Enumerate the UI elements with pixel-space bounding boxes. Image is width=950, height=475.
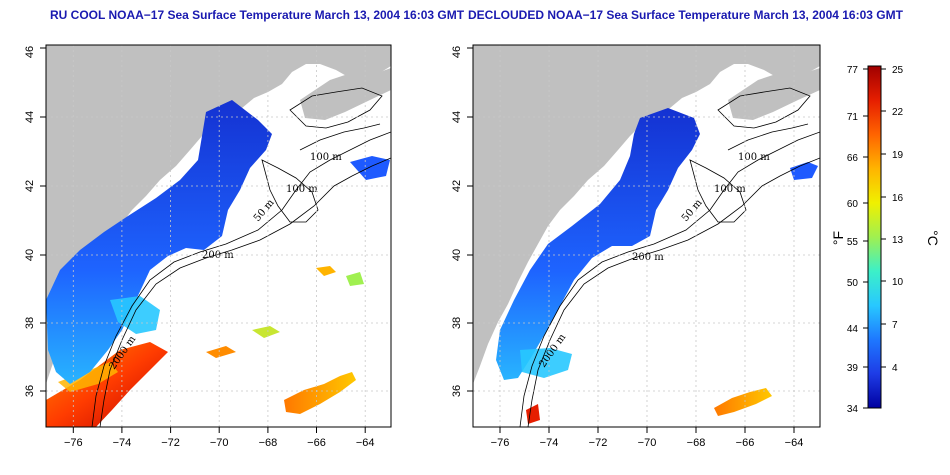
left-grid — [46, 45, 391, 427]
colorbar-f-label: 55 — [847, 237, 859, 248]
right-contour-label-200: 200 m — [632, 252, 664, 263]
right-grid — [473, 45, 820, 427]
colorbar-f-label: 71 — [847, 112, 859, 123]
right-lat-label: 36 — [451, 385, 463, 397]
colorbar-unit-f: °F — [830, 231, 846, 245]
right-lon-label: −68 — [687, 437, 706, 449]
colorbar-c-label: 25 — [892, 65, 904, 76]
left-lon-label: −66 — [307, 437, 326, 449]
left-contour-label-200: 200 m — [202, 250, 234, 261]
left-offshore-patch-3 — [346, 272, 364, 286]
left-lat-label: 38 — [24, 317, 36, 329]
right-lon-label: −64 — [785, 437, 804, 449]
colorbar-f-label: 60 — [847, 199, 859, 210]
colorbar-c-label: 4 — [892, 363, 898, 374]
colorbar-c-label: 13 — [892, 235, 904, 246]
right-isobath-200 — [527, 157, 820, 427]
left-map: 100 m 100 m 50 m 200 m 2000 m — [24, 44, 392, 449]
left-contour-label-100a: 100 m — [310, 152, 342, 163]
left-offshore-patch-1 — [284, 372, 356, 414]
colorbar-f-label: 44 — [847, 324, 859, 335]
left-lat-ticks: 36 38 40 42 44 46 — [24, 46, 46, 397]
left-lat-label: 36 — [24, 385, 36, 397]
right-lon-label: −70 — [638, 437, 657, 449]
right-land — [473, 45, 820, 384]
colorbar-gradient — [867, 65, 882, 409]
right-map-title: DECLOUDED NOAA−17 Sea Surface Temperatur… — [468, 8, 903, 22]
right-lat-label: 46 — [451, 46, 463, 58]
colorbar-f-label: 50 — [847, 278, 859, 289]
right-lon-label: −66 — [736, 437, 755, 449]
left-lon-label: −72 — [161, 437, 180, 449]
left-lat-label: 46 — [24, 46, 36, 58]
left-lon-label: −64 — [356, 437, 375, 449]
right-lat-label: 40 — [451, 249, 463, 261]
left-lon-label: −76 — [64, 437, 83, 449]
left-lat-label: 40 — [24, 249, 36, 261]
left-offshore-patch-5 — [206, 346, 236, 358]
left-lat-label: 44 — [24, 111, 36, 123]
right-map: 100 m 100 m 50 m 200 m 2000 m — [451, 44, 821, 449]
right-lon-label: −72 — [589, 437, 608, 449]
colorbar-c-label: 16 — [892, 193, 904, 204]
right-cyan-patch — [520, 348, 572, 378]
right-lon-label: −74 — [540, 437, 559, 449]
right-lat-label: 44 — [451, 111, 463, 123]
left-land — [46, 45, 391, 384]
right-shelf-water — [496, 108, 700, 380]
right-lat-label: 38 — [451, 317, 463, 329]
left-contour-label-100b: 100 m — [286, 184, 318, 195]
left-map-frame — [45, 44, 392, 428]
right-contour-label-100b: 100 m — [714, 184, 746, 195]
left-isobath-200 — [99, 157, 391, 427]
left-shelf-water — [46, 100, 272, 384]
right-nova-scotia — [728, 68, 820, 120]
left-blue-patch — [350, 156, 390, 180]
colorbar-f-label: 34 — [847, 404, 859, 415]
left-lon-ticks: −76 −74 −72 −70 −68 −66 −64 — [64, 427, 375, 449]
left-nova-scotia — [300, 68, 391, 120]
left-map-title: RU COOL NOAA−17 Sea Surface Temperature … — [50, 8, 465, 22]
colorbar-c-label: 22 — [892, 107, 904, 118]
right-blue-patch — [790, 162, 818, 180]
left-lon-label: −70 — [210, 437, 229, 449]
right-lat-ticks: 36 38 40 42 44 46 — [451, 46, 473, 397]
right-lon-ticks: −76 −74 −72 −70 −68 −66 −64 — [491, 427, 804, 449]
left-lon-label: −74 — [113, 437, 132, 449]
colorbar: 77 71 66 60 55 50 44 39 34 25 22 19 16 1… — [830, 65, 941, 415]
left-lon-label: −68 — [259, 437, 278, 449]
colorbar-c-label: 7 — [892, 320, 898, 331]
colorbar-f-label: 39 — [847, 363, 859, 374]
colorbar-f-label: 77 — [847, 65, 859, 76]
left-offshore-patch-2 — [316, 266, 336, 276]
colorbar-c-label: 10 — [892, 277, 904, 288]
right-lon-label: −76 — [491, 437, 510, 449]
right-lat-label: 42 — [451, 180, 463, 192]
colorbar-unit-c: °C — [925, 230, 941, 246]
right-contour-label-100a: 100 m — [738, 152, 770, 163]
colorbar-c-label: 19 — [892, 150, 904, 161]
right-offshore-patch — [714, 388, 772, 416]
colorbar-f-label: 66 — [847, 153, 859, 164]
left-offshore-patch-4 — [252, 326, 280, 338]
left-lat-label: 42 — [24, 180, 36, 192]
